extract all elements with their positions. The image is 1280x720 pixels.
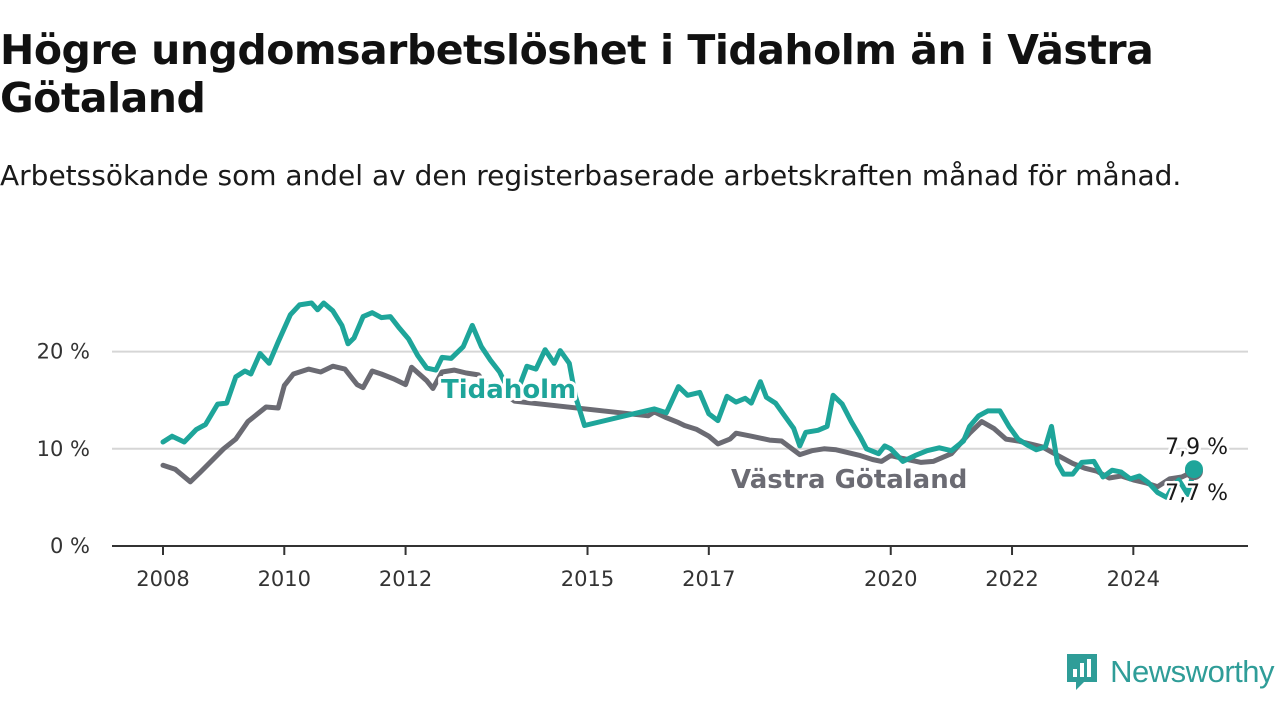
- y-tick-label: 20 %: [37, 340, 90, 364]
- x-tick-label: 2015: [561, 567, 614, 591]
- label-layer: Västra Götaland Tidaholm 7,7 % 7,9 %: [438, 372, 1231, 509]
- series-label-tidaholm: Tidaholm: [441, 375, 576, 405]
- series-line-tidaholm: [160, 300, 1197, 500]
- newsworthy-brand: Newsworthy: [1064, 650, 1274, 694]
- series-label-v-stra-g-taland: Västra Götaland: [731, 465, 967, 495]
- x-tick-label: 2017: [682, 567, 735, 591]
- chart-subtitle: Arbetssökande som andel av den registerb…: [0, 159, 1182, 192]
- y-tick-label: 10 %: [37, 437, 90, 461]
- x-tick-label: 2012: [379, 567, 432, 591]
- end-value-label-v-stra-g-taland: 7,7 %: [1165, 481, 1228, 506]
- end-dot-tidaholm: [1184, 460, 1203, 479]
- series-line-v-stra-g-taland: [160, 363, 1197, 490]
- x-tick-label: 2008: [136, 567, 189, 591]
- x-tick-label: 2020: [864, 567, 917, 591]
- end-value-label-tidaholm: 7,9 %: [1165, 435, 1228, 460]
- brand-name: Newsworthy: [1110, 654, 1274, 689]
- newsworthy-logo-icon: [1067, 654, 1098, 690]
- x-tick-label: 2024: [1107, 567, 1160, 591]
- line-chart: 0 % 10 % 20 % 2008 2010 2012 2015 2017 2020 2022 2…: [37, 300, 1248, 591]
- x-tick-label: 2010: [258, 567, 311, 591]
- y-tick-label: 0 %: [50, 534, 90, 558]
- series-layer: [160, 300, 1203, 500]
- chart-title: Högre ungdomsarbetslöshet i Tidaholm än …: [0, 26, 1154, 122]
- grid-layer: [112, 350, 1248, 450]
- x-tick-label: 2022: [985, 567, 1038, 591]
- axis-layer: 0 % 10 % 20 % 2008 2010 2012 2015 2017 2020 2022 2…: [37, 340, 1248, 591]
